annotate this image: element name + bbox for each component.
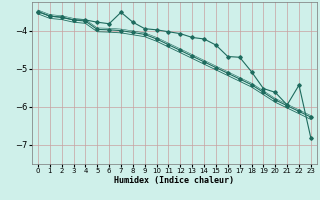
X-axis label: Humidex (Indice chaleur): Humidex (Indice chaleur): [115, 176, 234, 185]
